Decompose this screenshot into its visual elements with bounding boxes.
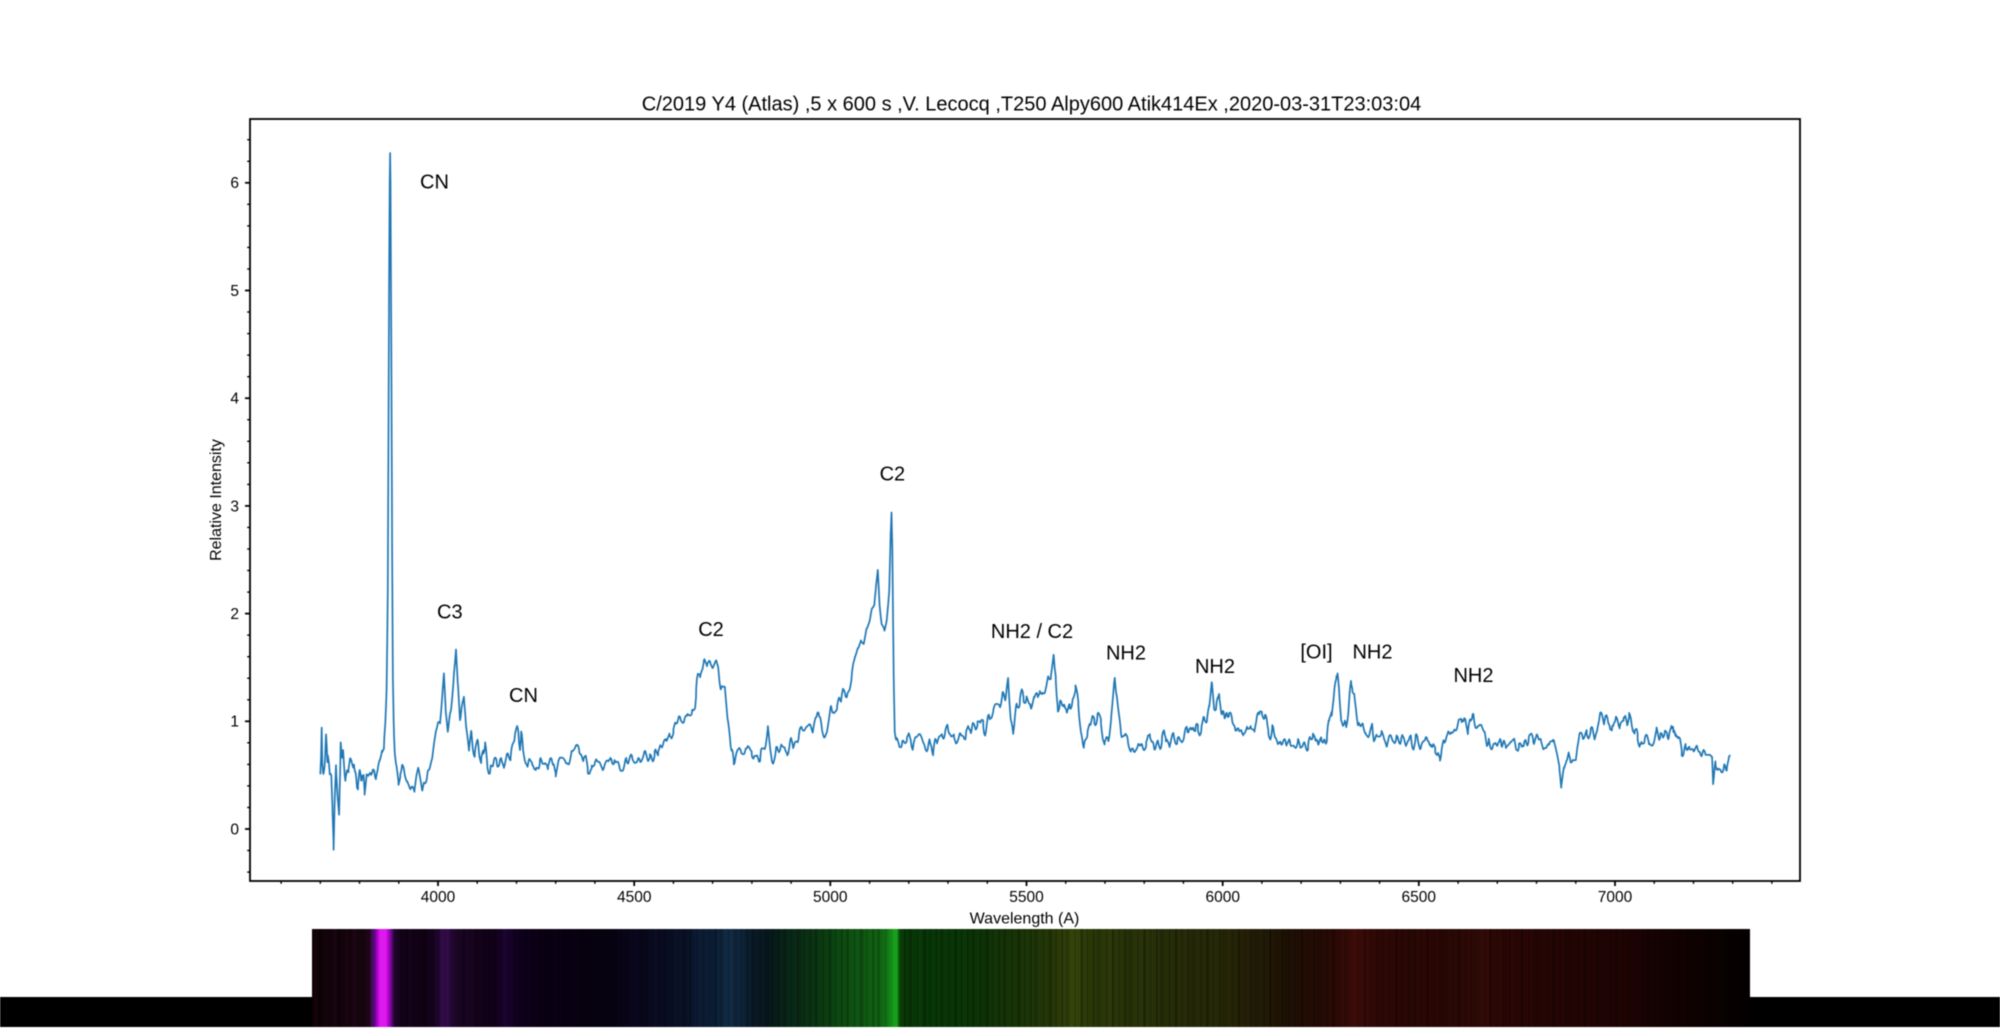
svg-text:NH2: NH2 bbox=[1352, 642, 1392, 664]
svg-text:C/2019 Y4 (Atlas) ,5 x 600 s ,: C/2019 Y4 (Atlas) ,5 x 600 s ,V. Lecocq … bbox=[642, 94, 1421, 116]
svg-text:C3: C3 bbox=[437, 602, 463, 624]
svg-text:4000: 4000 bbox=[421, 889, 456, 906]
svg-text:C2: C2 bbox=[698, 619, 724, 641]
svg-text:6: 6 bbox=[230, 175, 239, 192]
svg-text:NH2: NH2 bbox=[1106, 643, 1146, 665]
svg-text:NH2 / C2: NH2 / C2 bbox=[991, 621, 1073, 643]
svg-text:[OI]: [OI] bbox=[1300, 642, 1332, 664]
svg-text:5500: 5500 bbox=[1009, 889, 1044, 906]
svg-text:Relative Intensity: Relative Intensity bbox=[208, 439, 225, 561]
svg-text:4: 4 bbox=[230, 391, 239, 408]
svg-text:0: 0 bbox=[230, 821, 239, 838]
svg-text:1: 1 bbox=[230, 714, 239, 731]
svg-text:5: 5 bbox=[230, 283, 239, 300]
svg-text:NH2: NH2 bbox=[1195, 656, 1235, 678]
svg-text:C2: C2 bbox=[880, 464, 906, 486]
svg-text:CN: CN bbox=[509, 685, 538, 707]
svg-text:7000: 7000 bbox=[1598, 889, 1633, 906]
svg-text:2: 2 bbox=[230, 606, 239, 623]
svg-text:Wavelength (A): Wavelength (A) bbox=[970, 911, 1080, 928]
svg-text:6500: 6500 bbox=[1402, 889, 1437, 906]
svg-text:6000: 6000 bbox=[1205, 889, 1240, 906]
svg-text:5000: 5000 bbox=[813, 889, 848, 906]
svg-text:4500: 4500 bbox=[617, 889, 652, 906]
svg-text:NH2: NH2 bbox=[1453, 665, 1493, 687]
svg-text:CN: CN bbox=[420, 172, 449, 194]
svg-text:3: 3 bbox=[230, 498, 239, 515]
